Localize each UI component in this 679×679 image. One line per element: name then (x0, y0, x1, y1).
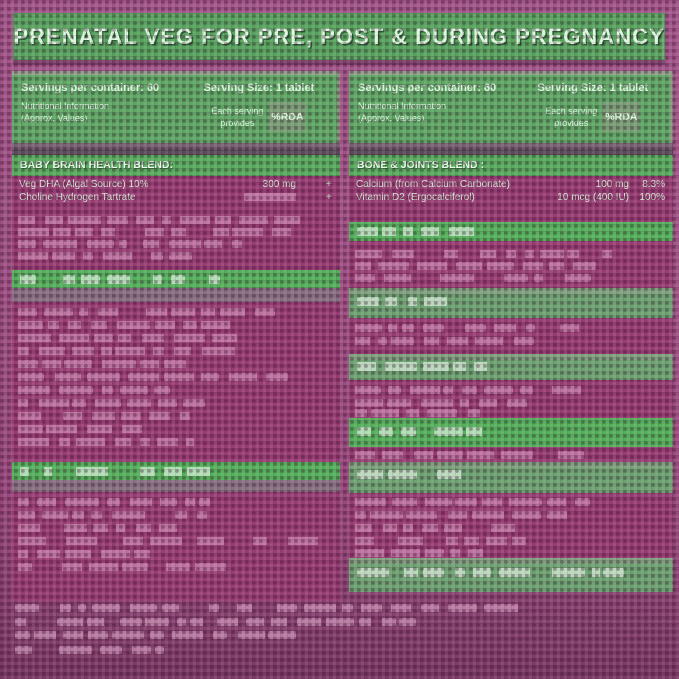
nutrient-name: Choline Hydrogen Tartrate (19, 192, 136, 203)
obscured-section-title (357, 227, 497, 236)
obscured-section-title (20, 467, 210, 476)
obscured-text-row (355, 451, 645, 459)
approx-values-label: (Approx. Values) (21, 112, 88, 123)
serving-info-left: Servings per container: 60 Nutritional I… (12, 71, 340, 143)
servings-per-container: Servings per container: 60 (358, 82, 497, 94)
nutrient-name: Veg DHA (Algal Source) 10% (19, 179, 149, 190)
gray-strip (12, 480, 340, 492)
obscured-text-row (18, 412, 278, 420)
obscured-section-title (357, 362, 487, 371)
nutritional-information-label: Nutritional Information (21, 101, 110, 111)
nutrient-amount: 100 mg (595, 179, 629, 190)
obscured-text-row (18, 386, 218, 394)
obscured-text-row (18, 425, 168, 433)
obscured-text-row (355, 274, 595, 282)
nutrient-rda: 100% (639, 192, 665, 203)
servings-per-container: Servings per container: 60 (21, 82, 160, 94)
nutrient-amount-obscured (198, 192, 296, 203)
approx-values-label: (Approx. Values) (358, 112, 425, 123)
obscured-section-title (357, 297, 477, 306)
each-serving-label: Each serving (211, 105, 264, 116)
serving-size: Serving Size: 1 tablet (203, 82, 315, 94)
each-serving-label: Each serving (545, 105, 598, 116)
obscured-text-row (18, 347, 333, 355)
title-banner: PRENATAL VEG FOR PRE, POST & DURING PREG… (13, 13, 665, 60)
obscured-section-title (20, 275, 220, 284)
obscured-text-row (18, 228, 333, 236)
obscured-text-row (355, 324, 668, 332)
panel-divider (349, 143, 673, 155)
obscured-text-row (355, 549, 555, 557)
obscured-text-row (18, 321, 333, 329)
footer-obscured-text (15, 604, 640, 612)
obscured-section-band (349, 288, 673, 318)
obscured-text-row (18, 399, 333, 407)
obscured-text-row (355, 250, 668, 258)
nutrient-rda: + (326, 192, 332, 203)
provides-label: provides (554, 118, 589, 128)
obscured-text-row (18, 438, 333, 446)
obscured-text-row (355, 262, 645, 270)
obscured-text-row (18, 550, 208, 558)
nutrient-rows-right: Calcium (from Calcium Carbonate) 100 mg … (356, 178, 667, 204)
obscured-section-title (357, 568, 657, 577)
page-title: PRENATAL VEG FOR PRE, POST & DURING PREG… (13, 23, 665, 49)
rda-column-header: %RDA (602, 102, 641, 132)
nutrient-amount: 300 mg (262, 179, 296, 190)
obscured-text-row (18, 563, 278, 571)
obscured-text-row (355, 399, 605, 407)
panel-divider (12, 143, 340, 155)
panel-left: Servings per container: 60 Nutritional I… (12, 71, 340, 601)
obscured-text-row (355, 337, 615, 345)
nutrient-rda: + (326, 179, 332, 190)
obscured-text-row (18, 240, 268, 248)
obscured-text-row (355, 498, 668, 506)
provides-label: provides (220, 118, 255, 128)
obscured-text-row (18, 511, 298, 519)
gray-strip (12, 288, 340, 302)
nutrient-rda: 8.3% (642, 179, 665, 190)
obscured-text-row (355, 524, 585, 532)
obscured-section-title (357, 427, 507, 436)
serving-size: Serving Size: 1 tablet (537, 82, 649, 94)
rda-column-header: %RDA (268, 102, 307, 132)
nutrient-row: Veg DHA (Algal Source) 10% 300 mg + (19, 178, 334, 191)
obscured-text-row (18, 373, 333, 381)
obscured-text-row (18, 360, 248, 368)
section-header-baby-brain: BABY BRAIN HEALTH BLEND: (12, 155, 340, 176)
footer-obscured-text (15, 631, 435, 639)
obscured-text-row (355, 537, 615, 545)
nutrient-name: Calcium (from Calcium Carbonate) (356, 179, 510, 190)
obscured-text-row (18, 334, 288, 342)
nutrient-rows-left: Veg DHA (Algal Source) 10% 300 mg + Chol… (19, 178, 334, 204)
obscured-text-row (18, 498, 333, 506)
section-header-bone-joints: BONE & JOINTS BLEND : (349, 155, 673, 176)
nutrient-name: Vitamin D2 (Ergocalciferol) (356, 192, 475, 203)
obscured-text-row (355, 409, 555, 417)
obscured-text-row (18, 537, 333, 545)
nutrient-row: Calcium (from Calcium Carbonate) 100 mg … (356, 178, 667, 191)
obscured-section-title (357, 470, 467, 479)
obscured-text-row (355, 386, 668, 394)
obscured-text-row (18, 524, 258, 532)
nutrient-row: Choline Hydrogen Tartrate + (19, 191, 334, 204)
footer-obscured-text (15, 618, 615, 626)
obscured-text-row (18, 252, 218, 260)
obscured-text-row (18, 216, 333, 224)
nutrient-amount: 10 mcg (400 IU) (557, 192, 629, 203)
nutritional-information-label: Nutritional Information (358, 101, 447, 111)
obscured-text-row (355, 511, 625, 519)
panel-right: Servings per container: 60 Nutritional I… (349, 71, 673, 592)
obscured-section-band (349, 222, 673, 241)
nutrient-row: Vitamin D2 (Ergocalciferol) 10 mcg (400 … (356, 191, 667, 204)
serving-info-right: Servings per container: 60 Nutritional I… (349, 71, 673, 143)
obscured-text-row (18, 308, 333, 316)
footer-obscured-text (15, 646, 190, 654)
